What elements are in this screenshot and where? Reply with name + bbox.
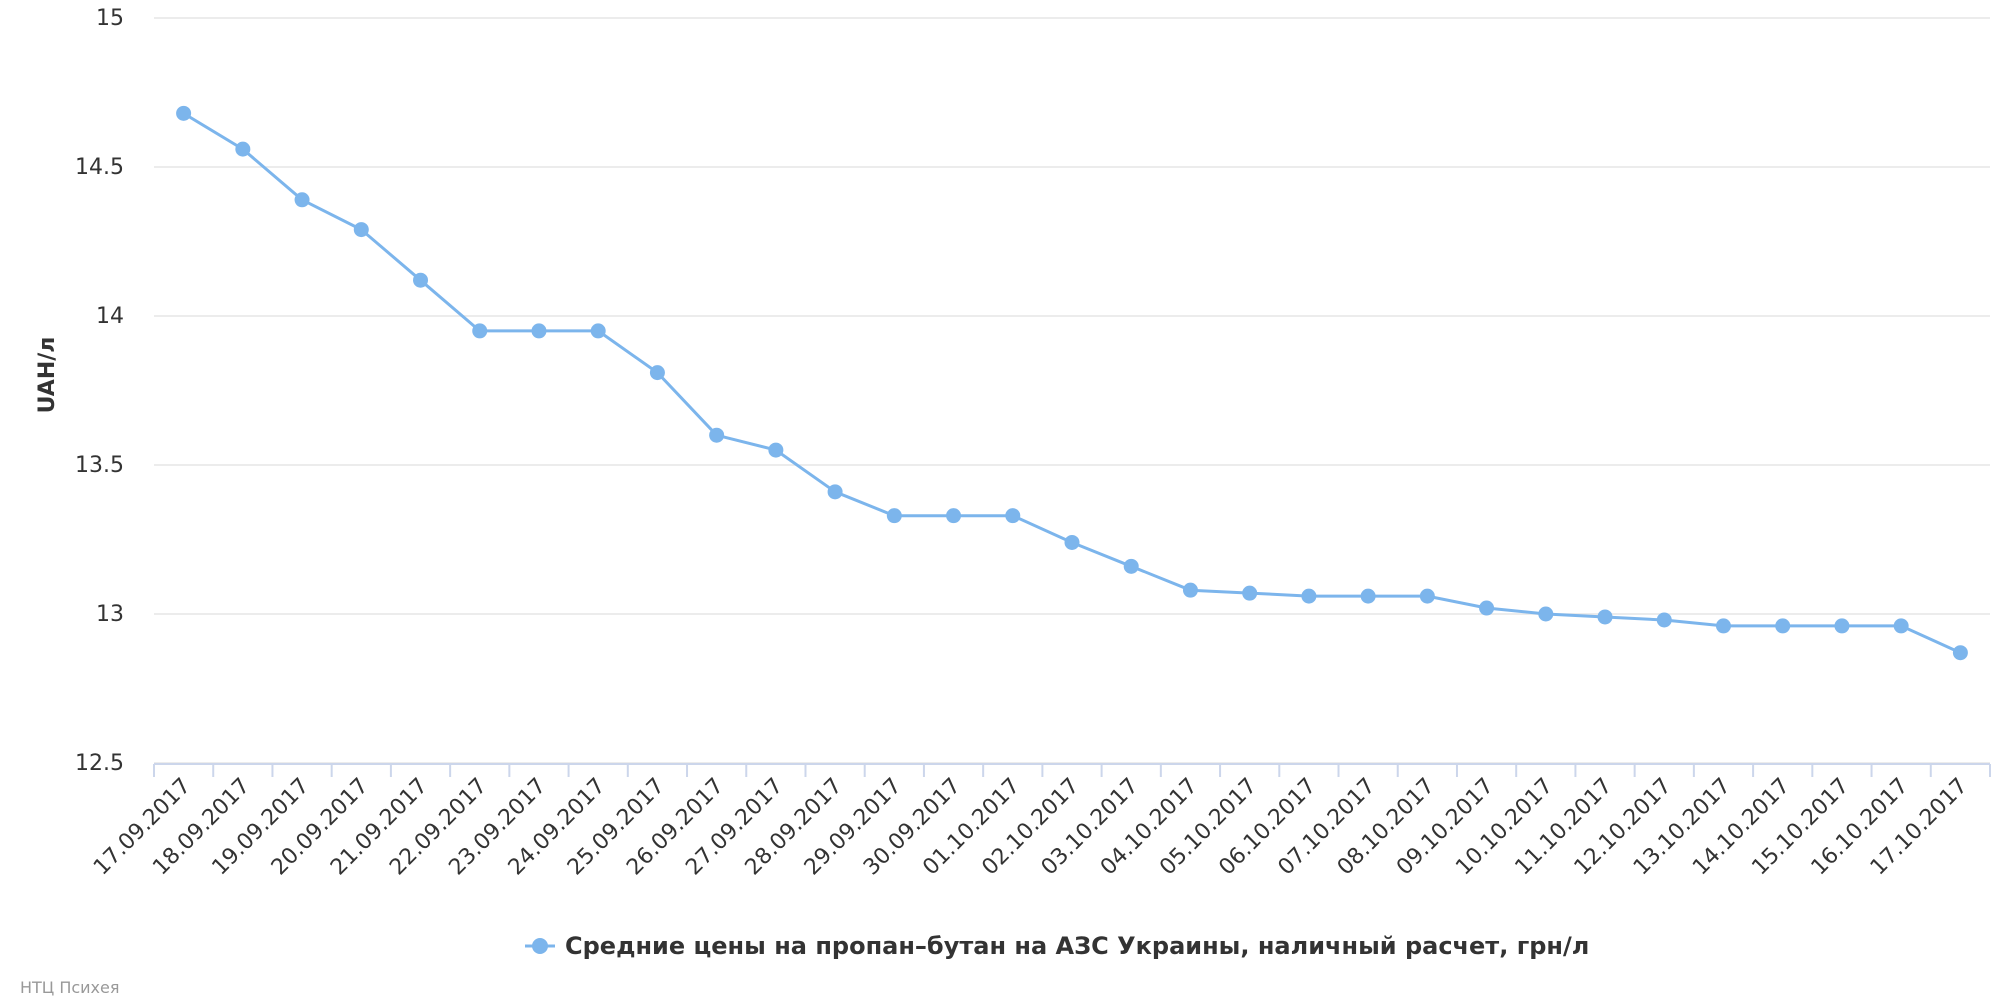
data-point[interactable] — [1538, 606, 1554, 622]
data-point[interactable] — [709, 427, 725, 443]
y-tick-label: 14 — [96, 304, 124, 329]
data-point[interactable] — [1182, 582, 1198, 598]
y-tick-label: 12.5 — [75, 751, 124, 776]
y-tick-label: 15 — [96, 6, 124, 31]
data-point[interactable] — [1952, 645, 1968, 661]
data-point[interactable] — [1419, 588, 1435, 604]
data-point[interactable] — [353, 222, 369, 238]
data-point[interactable] — [1775, 618, 1791, 634]
legend-swatch-marker — [532, 938, 548, 954]
data-point[interactable] — [886, 508, 902, 524]
y-tick-label: 13.5 — [75, 453, 124, 478]
data-point[interactable] — [1656, 612, 1672, 628]
data-point[interactable] — [1301, 588, 1317, 604]
legend-item-label[interactable]: Средние цены на пропан–бутан на АЗС Укра… — [565, 932, 1589, 960]
data-point[interactable] — [413, 272, 429, 288]
x-axis: 17.09.201718.09.201719.09.201720.09.2017… — [89, 763, 1991, 880]
data-point[interactable] — [649, 365, 665, 381]
y-axis-label: UAH/л — [35, 337, 60, 414]
data-point[interactable] — [294, 192, 310, 208]
data-point[interactable] — [1597, 609, 1613, 625]
data-point[interactable] — [768, 442, 784, 458]
data-point[interactable] — [1064, 534, 1080, 550]
data-point[interactable] — [176, 105, 192, 121]
data-point[interactable] — [1242, 585, 1258, 601]
data-point[interactable] — [946, 508, 962, 524]
credits-text[interactable]: НТЦ Психея — [20, 978, 120, 997]
data-point[interactable] — [827, 484, 843, 500]
data-point[interactable] — [1005, 508, 1021, 524]
series-group — [176, 105, 1968, 661]
legend[interactable]: Средние цены на пропан–бутан на АЗС Укра… — [525, 932, 1589, 960]
data-point[interactable] — [1123, 558, 1139, 574]
data-point[interactable] — [1479, 600, 1495, 616]
data-point[interactable] — [1715, 618, 1731, 634]
data-point[interactable] — [1834, 618, 1850, 634]
series-line — [182, 111, 1962, 655]
data-point[interactable] — [472, 323, 488, 339]
y-axis: 15 14.5 14 13.5 13 12.5 — [75, 6, 124, 776]
data-point[interactable] — [531, 323, 547, 339]
data-point[interactable] — [1893, 618, 1909, 634]
data-point[interactable] — [590, 323, 606, 339]
gridlines — [154, 17, 1990, 764]
data-point[interactable] — [1360, 588, 1376, 604]
data-point[interactable] — [235, 141, 251, 157]
y-tick-label: 13 — [96, 602, 124, 627]
y-tick-label: 14.5 — [75, 155, 124, 180]
